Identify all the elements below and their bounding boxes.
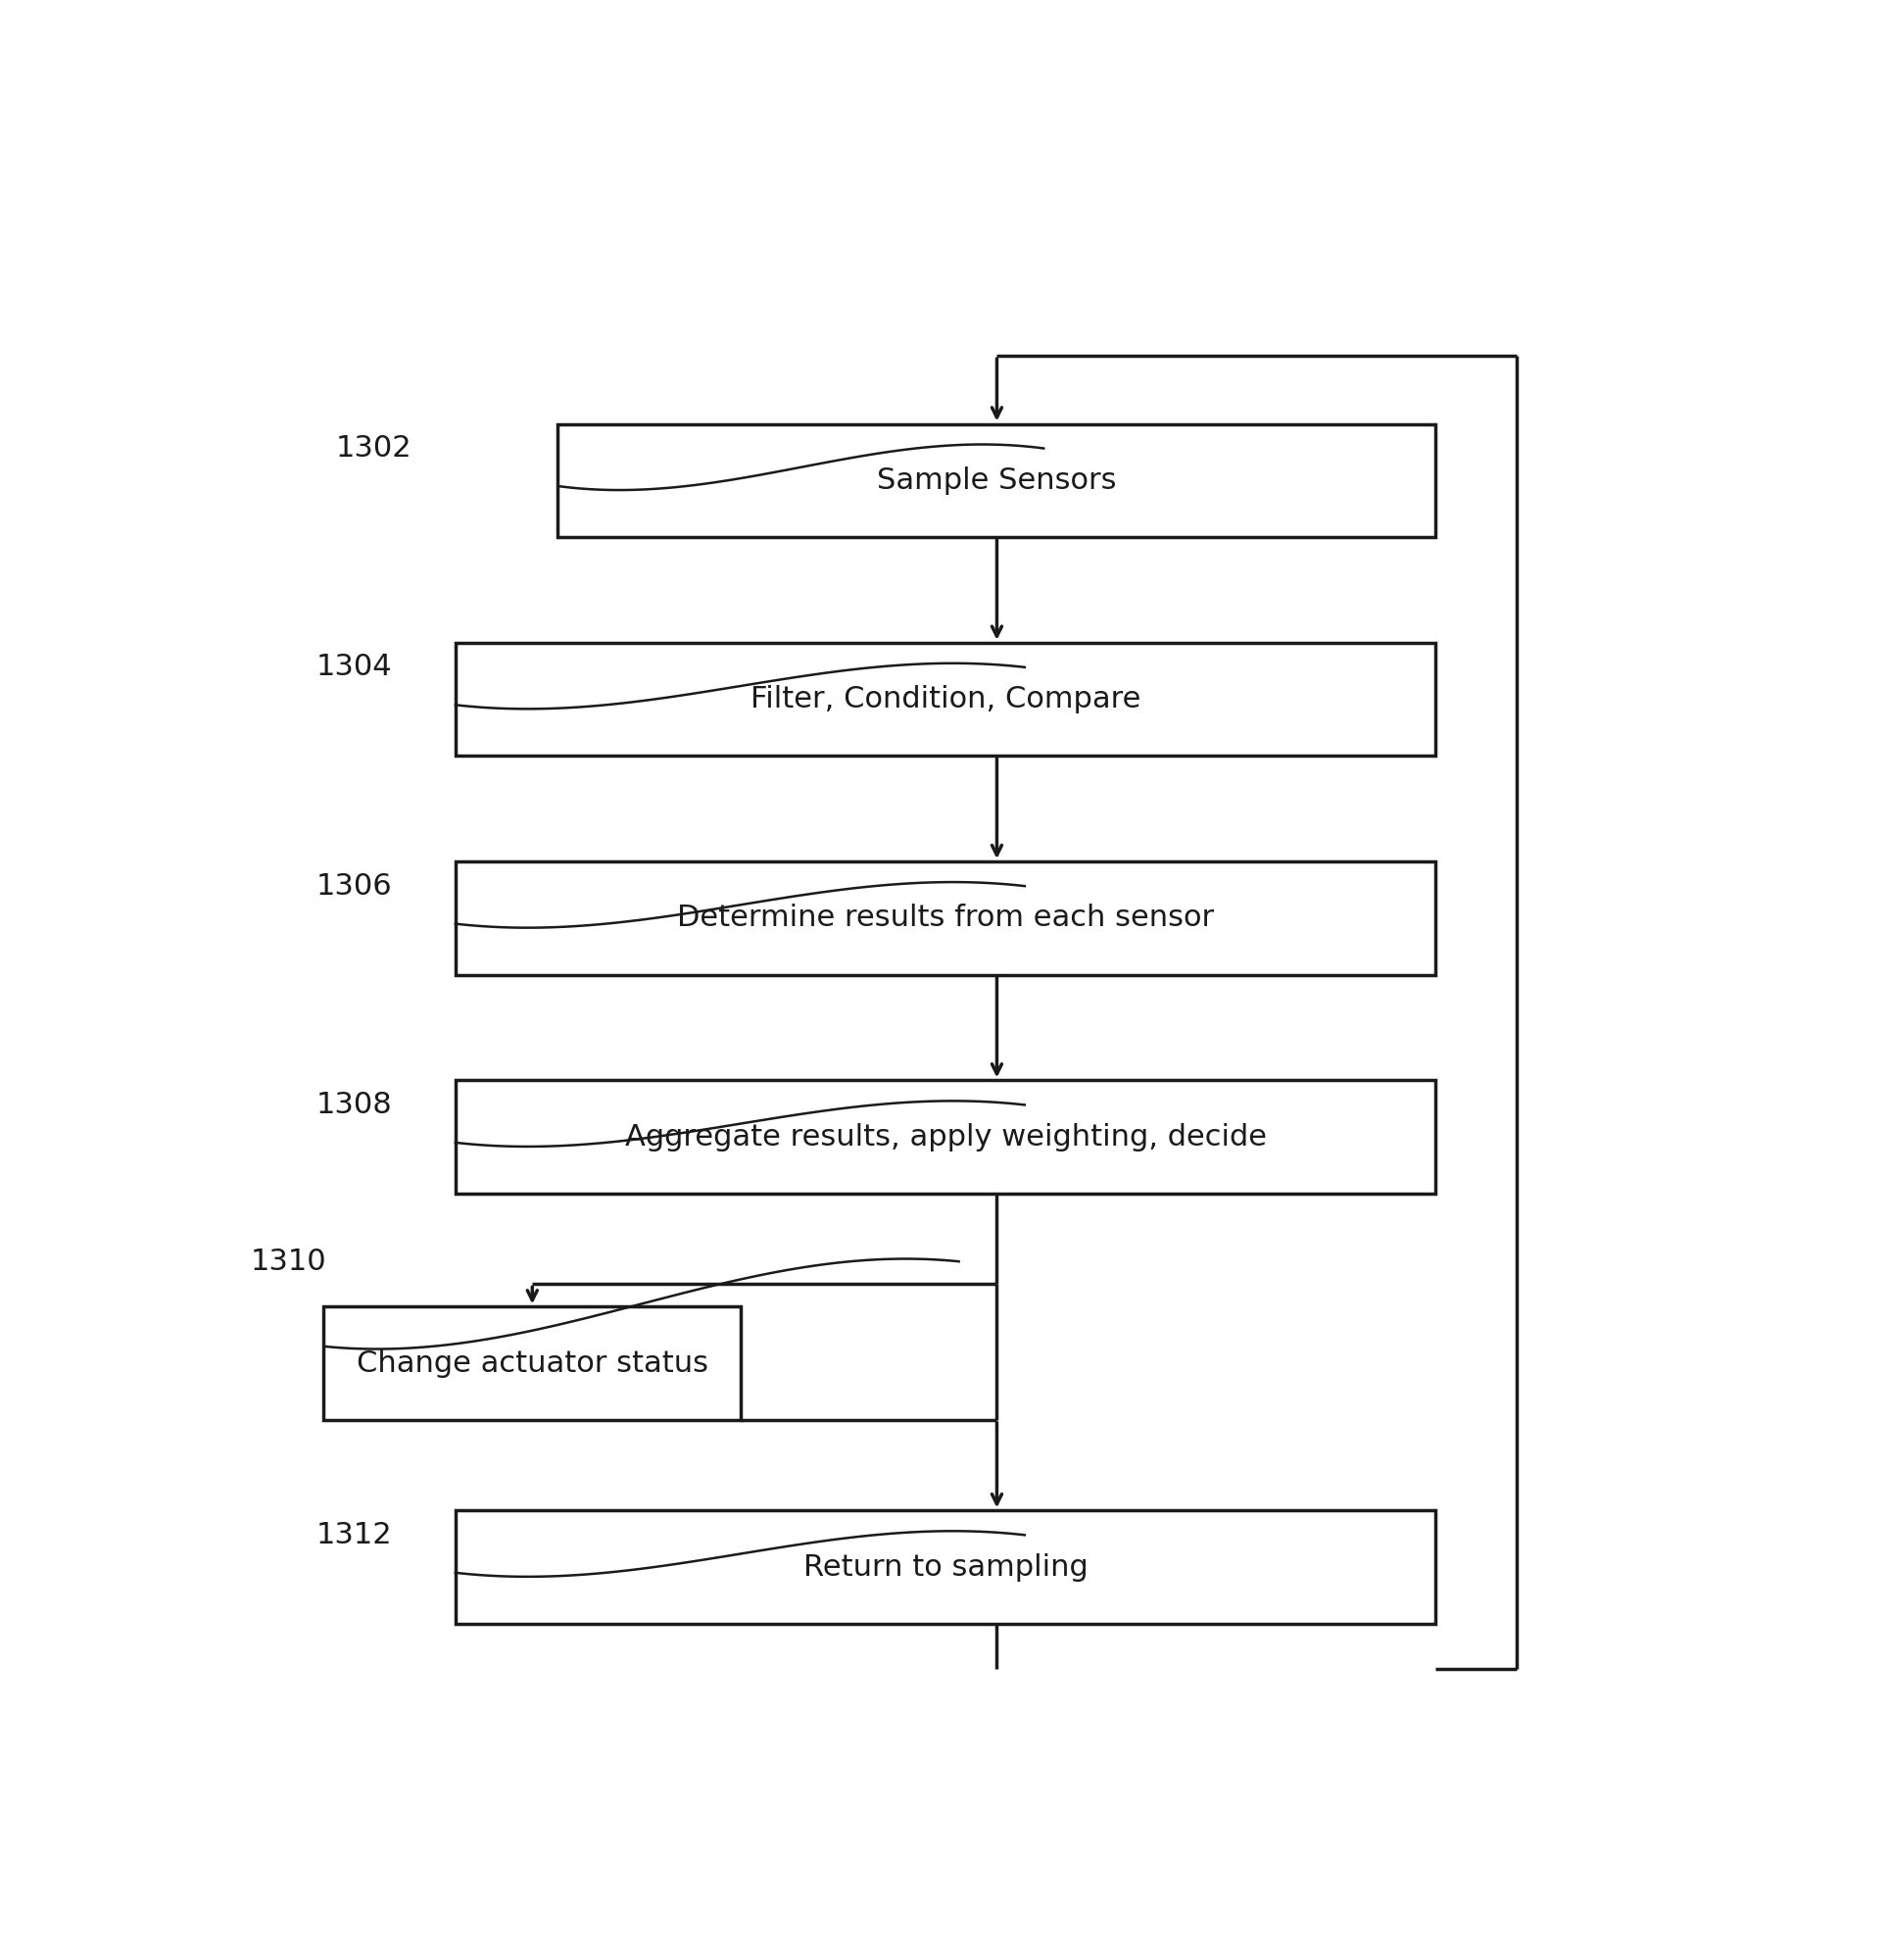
Text: Return to sampling: Return to sampling <box>802 1552 1087 1582</box>
Text: Determine results from each sensor: Determine results from each sensor <box>678 904 1214 933</box>
Bar <box>455 862 1435 974</box>
Text: 1304: 1304 <box>317 653 393 682</box>
Text: Change actuator status: Change actuator status <box>357 1348 708 1378</box>
Bar <box>325 1307 740 1419</box>
Text: 1306: 1306 <box>317 872 393 900</box>
Bar <box>455 1080 1435 1194</box>
Text: 1302: 1302 <box>336 435 412 463</box>
Text: Filter, Condition, Compare: Filter, Condition, Compare <box>751 686 1140 713</box>
Bar <box>559 423 1435 537</box>
Bar <box>455 1511 1435 1623</box>
Text: 1308: 1308 <box>317 1090 393 1119</box>
Text: Sample Sensors: Sample Sensors <box>878 466 1116 494</box>
Text: 1312: 1312 <box>317 1521 393 1548</box>
Text: 1310: 1310 <box>251 1247 327 1276</box>
Text: Aggregate results, apply weighting, decide: Aggregate results, apply weighting, deci… <box>625 1123 1267 1151</box>
Bar <box>455 643 1435 757</box>
